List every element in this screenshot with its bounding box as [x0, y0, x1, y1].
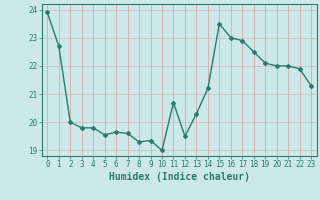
X-axis label: Humidex (Indice chaleur): Humidex (Indice chaleur) — [109, 172, 250, 182]
